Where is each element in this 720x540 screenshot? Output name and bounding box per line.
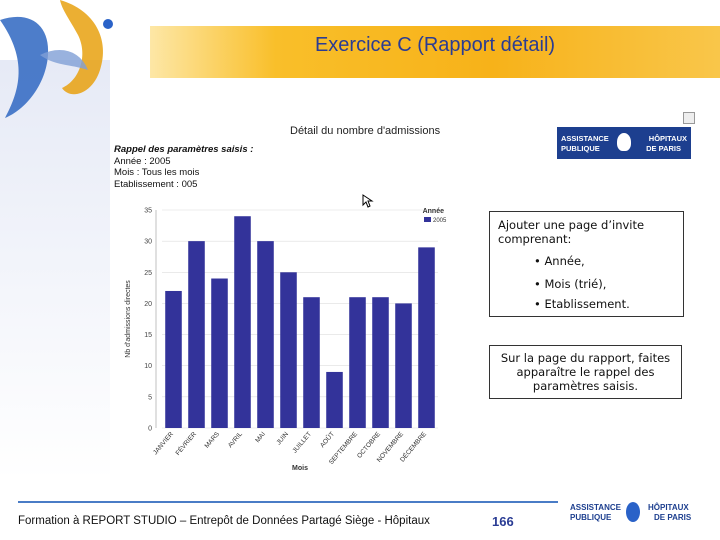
legend-label-2005: 2005 <box>433 218 447 224</box>
y-tick-label: 15 <box>144 332 152 339</box>
chart-grid <box>155 209 438 429</box>
footer-divider <box>18 501 558 503</box>
legend-title: Année <box>423 208 445 215</box>
chart-y-axis-label: Nb d'admissions directes <box>125 280 132 358</box>
y-tick-label: 20 <box>144 301 152 308</box>
x-tick-label: JANVIER <box>152 431 175 457</box>
mouse-cursor-icon <box>362 194 374 208</box>
bar-juin <box>280 272 297 428</box>
minimize-icon[interactable] <box>683 112 695 124</box>
aphp-bird-decoration <box>0 0 113 118</box>
legend-swatch <box>424 217 431 222</box>
slide-title: Exercice C (Rapport détail) <box>314 34 556 56</box>
logo-assistance: ASSISTANCE <box>561 134 609 143</box>
y-tick-label: 35 <box>144 208 152 215</box>
chart-x-ticks: JANVIER FÉVRIER MARS AVRIL MAI JUIN JUILLET AOÛ… <box>152 429 428 466</box>
y-tick-label: 25 <box>144 270 152 277</box>
bar-septembre <box>349 297 366 428</box>
footer-aphp-logo: ASSISTANCE PUBLIQUE HÔPITAUX DE PARIS <box>568 498 718 528</box>
bar-janvier <box>165 290 182 428</box>
bar-février <box>188 241 205 428</box>
footer-text: Formation à REPORT STUDIO – Entrepôt de … <box>18 515 430 527</box>
bar-juillet <box>303 297 320 428</box>
instruction-box-recall: Sur la page du rapport, faites apparaîtr… <box>489 345 682 399</box>
left-gradient-panel <box>0 60 110 480</box>
instruction-box-prompt: Ajouter une page d’invite comprenant: • … <box>489 211 684 317</box>
chart-x-axis-label: Mois <box>292 465 308 472</box>
bar-novembre <box>395 303 412 428</box>
aphp-logo: ASSISTANCE PUBLIQUE HÔPITAUX DE PARIS <box>557 127 691 159</box>
footer-logo-hopitaux: HÔPITAUX <box>648 503 689 512</box>
y-tick-label: 0 <box>148 426 152 433</box>
footer-logo-de-paris: DE PARIS <box>654 513 692 522</box>
bullet-annee: • Année, <box>534 254 585 268</box>
bar-mars <box>211 278 228 428</box>
bar-mai <box>257 241 274 428</box>
chart-bars <box>165 216 435 428</box>
bar-août <box>326 371 343 428</box>
x-tick-label: MARS <box>204 430 222 449</box>
report-heading: Détail du nombre d'admissions <box>290 125 441 137</box>
x-tick-label: JUIN <box>275 431 290 447</box>
logo-de-paris: DE PARIS <box>646 144 681 153</box>
params-recall: Rappel des paramètres saisis : Année : 2… <box>114 144 253 190</box>
footer-logo-assistance: ASSISTANCE <box>570 503 621 512</box>
instruction-lead: Ajouter une page d’invite comprenant: <box>498 218 645 246</box>
x-tick-label: AOÛT <box>318 429 337 449</box>
bar-avril <box>234 216 251 428</box>
logo-hopitaux: HÔPITAUX <box>648 134 687 143</box>
params-title: Rappel des paramètres saisis : <box>114 144 254 155</box>
admissions-bar-chart: 0 5 10 15 20 25 30 35 JANVIER FÉVRIER MARS AVRIL MA… <box>125 208 447 473</box>
x-tick-label: JUILLET <box>291 431 313 455</box>
page-number: 166 <box>492 514 514 529</box>
y-tick-label: 10 <box>144 363 152 370</box>
y-tick-label: 5 <box>148 394 152 401</box>
param-establishment: Etablissement : 005 <box>114 178 198 190</box>
footer-logo-publique: PUBLIQUE <box>570 513 612 522</box>
param-year: Année : 2005 <box>114 155 171 167</box>
title-band <box>150 26 720 78</box>
bar-décembre <box>418 247 435 428</box>
logo-emblem-icon <box>617 133 631 151</box>
x-tick-label: AVRIL <box>227 430 244 449</box>
y-tick-label: 30 <box>144 239 152 246</box>
x-tick-label: FÉVRIER <box>173 429 198 457</box>
footer-logo-emblem-icon <box>626 502 640 522</box>
logo-publique: PUBLIQUE <box>561 144 600 153</box>
bar-octobre <box>372 297 389 428</box>
bullet-etablissement: • Etablissement. <box>534 297 630 311</box>
bullet-mois: • Mois (trié), <box>534 277 607 291</box>
x-tick-label: MAI <box>254 431 267 445</box>
param-month: Mois : Tous les mois <box>114 167 200 178</box>
chart-y-ticks: 0 5 10 15 20 25 30 35 <box>144 208 152 433</box>
